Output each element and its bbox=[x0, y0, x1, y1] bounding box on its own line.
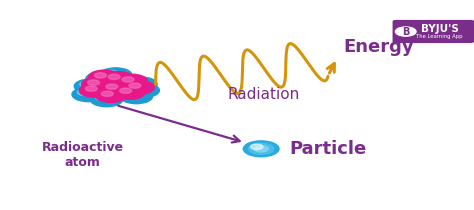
Circle shape bbox=[120, 88, 132, 93]
Text: BYJU'S: BYJU'S bbox=[421, 25, 459, 34]
Circle shape bbox=[395, 27, 416, 36]
Circle shape bbox=[100, 79, 113, 85]
Circle shape bbox=[91, 74, 104, 80]
Circle shape bbox=[80, 81, 92, 87]
Circle shape bbox=[125, 77, 157, 91]
Circle shape bbox=[132, 85, 146, 91]
Circle shape bbox=[100, 83, 132, 98]
Circle shape bbox=[254, 146, 268, 152]
Circle shape bbox=[102, 72, 134, 85]
Circle shape bbox=[116, 74, 147, 88]
Circle shape bbox=[85, 86, 97, 91]
Circle shape bbox=[114, 85, 145, 99]
Circle shape bbox=[95, 77, 128, 91]
Circle shape bbox=[100, 81, 131, 95]
Circle shape bbox=[122, 77, 134, 82]
Text: Energy: Energy bbox=[343, 38, 414, 56]
Text: Radiation: Radiation bbox=[228, 87, 300, 102]
Circle shape bbox=[130, 79, 143, 85]
Circle shape bbox=[106, 84, 118, 89]
Circle shape bbox=[129, 83, 141, 88]
Circle shape bbox=[127, 83, 159, 98]
Circle shape bbox=[86, 72, 118, 86]
Circle shape bbox=[126, 92, 138, 97]
Circle shape bbox=[89, 70, 120, 84]
FancyBboxPatch shape bbox=[392, 20, 474, 43]
Circle shape bbox=[72, 87, 104, 102]
Circle shape bbox=[106, 81, 139, 96]
Circle shape bbox=[243, 141, 279, 157]
Circle shape bbox=[250, 144, 263, 150]
Circle shape bbox=[96, 95, 109, 101]
Circle shape bbox=[120, 89, 153, 104]
Circle shape bbox=[88, 80, 100, 85]
Circle shape bbox=[94, 73, 106, 78]
Circle shape bbox=[105, 85, 118, 91]
Text: The Learning App: The Learning App bbox=[416, 34, 463, 39]
Circle shape bbox=[100, 68, 132, 82]
Circle shape bbox=[91, 92, 123, 107]
Circle shape bbox=[95, 88, 127, 102]
Circle shape bbox=[123, 80, 154, 94]
Text: Radioactive
atom: Radioactive atom bbox=[42, 141, 124, 169]
Circle shape bbox=[249, 143, 273, 154]
Text: Particle: Particle bbox=[289, 140, 366, 158]
Circle shape bbox=[77, 90, 91, 95]
Circle shape bbox=[105, 70, 118, 76]
Circle shape bbox=[82, 77, 113, 91]
Circle shape bbox=[108, 74, 120, 79]
Circle shape bbox=[112, 84, 125, 89]
Circle shape bbox=[101, 91, 113, 96]
Text: B: B bbox=[402, 27, 410, 37]
Circle shape bbox=[74, 79, 107, 93]
Circle shape bbox=[79, 83, 111, 97]
